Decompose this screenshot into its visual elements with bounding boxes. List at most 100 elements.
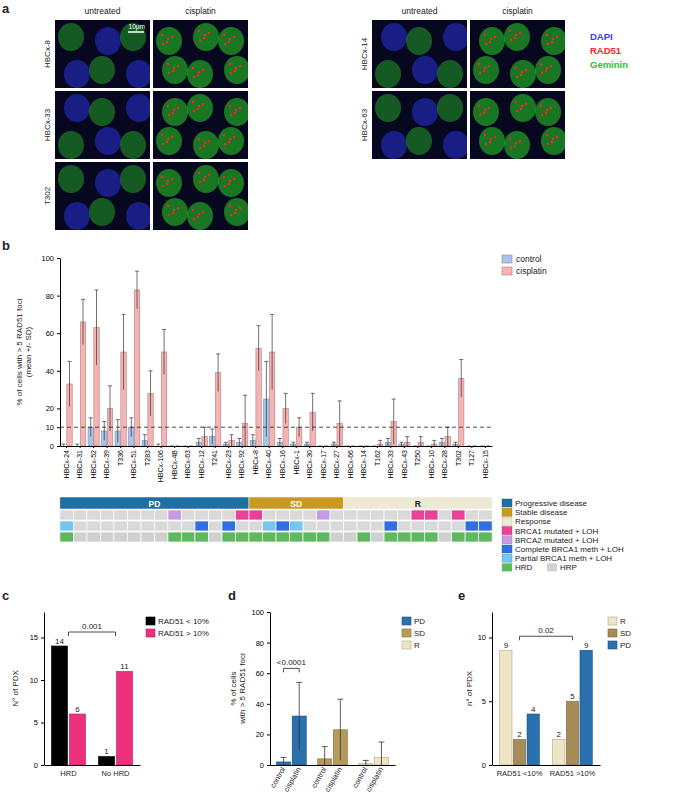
focus: [197, 108, 199, 110]
tick-label: No HRD: [102, 769, 131, 778]
focus: [230, 72, 232, 74]
tick-mark: [80, 446, 81, 448]
plot-area: [277, 682, 389, 765]
tick: HBCx-15: [482, 446, 489, 478]
annotation-cell: [303, 532, 317, 542]
bar: [183, 446, 188, 447]
annotation-cell: [317, 532, 331, 542]
focus: [167, 205, 169, 207]
focus: [235, 109, 237, 111]
legend-label: Response: [515, 517, 552, 526]
annotation-cell: [73, 510, 87, 520]
group-label: SD: [290, 499, 302, 509]
legend-swatch: [502, 536, 512, 544]
focus: [204, 176, 206, 178]
legend-label: PD: [620, 641, 631, 650]
focus: [494, 36, 496, 38]
group-bar: [249, 497, 344, 509]
focus: [229, 63, 231, 65]
error-bar: [378, 440, 382, 446]
focus: [171, 36, 173, 38]
focus: [540, 105, 542, 107]
tick: 60: [46, 329, 60, 338]
bar: [566, 701, 578, 765]
nucleus: [162, 56, 188, 84]
tick: HBCx-51: [130, 446, 137, 478]
tick-mark: [57, 333, 60, 334]
error-bar: [162, 329, 166, 374]
tick-label: HBCx-1: [293, 450, 300, 475]
nucleus: [162, 98, 188, 126]
annotation-cell: [452, 532, 466, 542]
focus: [192, 209, 194, 211]
error-bar: [203, 427, 207, 446]
focus: [208, 140, 210, 142]
tick: 0: [260, 761, 270, 770]
bar: [318, 446, 323, 447]
annotation-cell: [303, 510, 317, 520]
tick-mark: [41, 765, 44, 766]
tick: HBCx-27: [333, 446, 340, 478]
focus: [521, 105, 523, 107]
focus: [167, 180, 169, 182]
focus: [173, 209, 175, 211]
error-bar: [270, 314, 274, 389]
tick: HBCx-52: [90, 446, 97, 478]
focus: [202, 103, 204, 105]
data-label: 4: [531, 705, 536, 714]
annotation-cell: [425, 510, 439, 520]
bar: [527, 714, 539, 765]
focus: [234, 70, 236, 72]
nucleus: [224, 56, 248, 84]
focus: [199, 39, 201, 41]
tick-mark: [323, 446, 324, 448]
focus: [556, 36, 558, 38]
tick-label: HRD: [60, 769, 77, 778]
tick: 0: [50, 442, 60, 451]
annotation-cell: [479, 510, 493, 520]
annotation-cell: [262, 532, 276, 542]
nucleus: [218, 169, 244, 197]
error-bar: [281, 757, 287, 765]
focus: [550, 65, 552, 67]
annotation-cell: [276, 510, 290, 520]
error-bar: [95, 290, 99, 365]
nucleus: [95, 169, 121, 197]
annotation-cell: [465, 510, 479, 520]
tick-mark: [57, 371, 60, 372]
nucleus: [120, 131, 146, 159]
column-header: cisplatin: [502, 6, 533, 16]
error-bar: [305, 442, 309, 446]
error-bar: [62, 444, 66, 446]
annotation-cell: [181, 521, 195, 531]
row-label: HBCx-33: [43, 108, 52, 141]
tick-label: HBCx-66: [347, 450, 354, 479]
nucleus: [375, 94, 401, 122]
focus: [224, 143, 226, 145]
tick-label: 0: [50, 442, 54, 451]
annotation-cell: [465, 521, 479, 531]
focus: [515, 101, 517, 103]
focus: [199, 181, 201, 183]
error-bar: [467, 446, 471, 447]
error-bar: [296, 682, 302, 749]
tick-mark: [489, 765, 492, 766]
bar: [372, 446, 377, 447]
nucleus: [126, 60, 150, 88]
annotation-cell: [317, 521, 331, 531]
tick-label: 20: [46, 404, 54, 413]
nucleus: [381, 131, 407, 159]
focus: [514, 37, 516, 39]
focus: [490, 38, 492, 40]
nucleus: [479, 127, 505, 155]
nucleus: [156, 127, 182, 155]
tick-label: RAD51 <10%: [497, 769, 543, 778]
bar: [51, 646, 67, 765]
legend-swatch: [502, 527, 512, 535]
bar: [69, 714, 85, 765]
nucleus: [437, 60, 463, 88]
tick-label: HBCx-15: [482, 450, 489, 479]
legend-swatch: [402, 641, 411, 649]
legend-swatch: [146, 629, 155, 637]
annotation-cell: [330, 521, 344, 531]
